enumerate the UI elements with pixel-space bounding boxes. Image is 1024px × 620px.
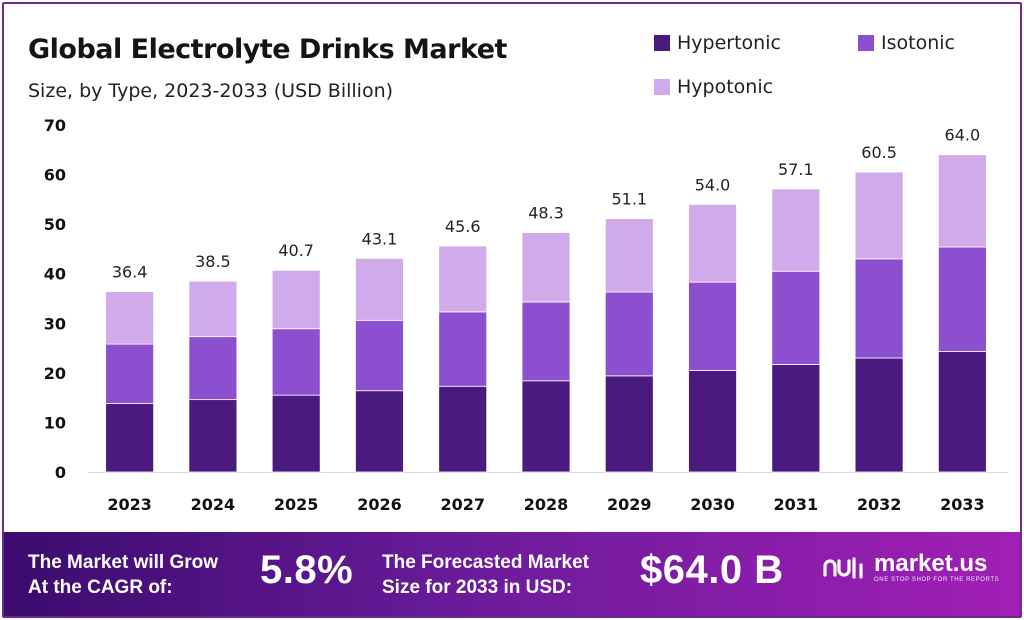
x-tick-label-2028: 2028 xyxy=(524,495,569,514)
logo-name: market.us xyxy=(874,550,988,577)
y-tick-label: 20 xyxy=(44,364,66,383)
legend-item-hypertonic: Hypertonic xyxy=(654,32,781,54)
logo-tagline: ONE STOP SHOP FOR THE REPORTS xyxy=(874,577,1000,583)
bar-total-label-2030: 54.0 xyxy=(695,175,731,194)
bar-segment-isotonic-2026 xyxy=(355,319,404,392)
bar-total-label-2026: 43.1 xyxy=(362,229,398,248)
x-tick-label-2027: 2027 xyxy=(440,495,485,514)
x-tick-label-2030: 2030 xyxy=(690,495,735,514)
bar-segment-hypertonic-2033 xyxy=(937,351,987,473)
x-tick-label-2024: 2024 xyxy=(191,495,236,514)
bar-total-label-2027: 45.6 xyxy=(445,217,481,236)
legend-swatch-hypotonic xyxy=(654,79,670,95)
bar-segment-hypertonic-2025 xyxy=(271,394,321,473)
bar-segment-hypertonic-2030 xyxy=(688,369,737,473)
bar-segment-hypertonic-2023 xyxy=(105,403,155,473)
bar-total-label-2032: 60.5 xyxy=(861,143,897,162)
legend-item-hypotonic: Hypotonic xyxy=(654,76,773,98)
bar-segment-hypotonic-2033 xyxy=(937,154,987,248)
bar-segment-hypotonic-2023 xyxy=(105,291,155,345)
bar-segment-hypotonic-2031 xyxy=(771,188,821,272)
summary-banner: The Market will Grow At the CAGR of: 5.8… xyxy=(4,532,1020,616)
x-tick-label-2023: 2023 xyxy=(107,495,152,514)
bar-segment-hypertonic-2024 xyxy=(188,399,238,473)
bar-segment-hypertonic-2029 xyxy=(604,375,654,473)
cagr-label: The Market will Grow At the CAGR of: xyxy=(28,550,218,600)
bar-segment-hypertonic-2027 xyxy=(438,385,488,473)
y-tick-label: 70 xyxy=(44,116,66,135)
bar-total-label-2024: 38.5 xyxy=(195,252,231,271)
bar-segment-hypertonic-2026 xyxy=(355,390,404,473)
x-tick-label-2032: 2032 xyxy=(857,495,902,514)
bar-total-label-2025: 40.7 xyxy=(278,241,314,260)
bar-segment-isotonic-2024 xyxy=(188,336,238,401)
bar-total-label-2023: 36.4 xyxy=(112,263,148,282)
x-tick-label-2025: 2025 xyxy=(274,495,319,514)
chart-title: Global Electrolyte Drinks Market xyxy=(28,34,507,65)
legend-swatch-isotonic xyxy=(858,35,874,51)
y-tick-label: 60 xyxy=(44,166,66,185)
bar-segment-hypotonic-2027 xyxy=(438,245,488,313)
forecast-value: $64.0 B xyxy=(640,548,784,592)
bar-segment-hypotonic-2026 xyxy=(355,257,404,321)
x-tick-label-2026: 2026 xyxy=(357,495,402,514)
bar-segment-isotonic-2031 xyxy=(771,270,821,365)
legend-label-hypertonic: Hypertonic xyxy=(677,32,781,54)
cagr-label-line2: At the CAGR of: xyxy=(28,577,173,598)
bar-segment-hypertonic-2028 xyxy=(521,380,571,473)
bar-total-label-2031: 57.1 xyxy=(778,160,814,179)
forecast-label: The Forecasted Market Size for 2033 in U… xyxy=(382,550,589,600)
x-tick-label-2029: 2029 xyxy=(607,495,652,514)
bar-segment-hypotonic-2025 xyxy=(271,269,321,330)
bar-segment-hypertonic-2032 xyxy=(854,357,904,473)
bar-segment-isotonic-2023 xyxy=(105,343,155,404)
bar-segment-isotonic-2028 xyxy=(521,301,571,382)
chart-subtitle: Size, by Type, 2023-2033 (USD Billion) xyxy=(28,80,394,102)
bar-segment-hypotonic-2030 xyxy=(688,203,737,283)
bar-segment-hypertonic-2031 xyxy=(771,364,821,473)
bar-segment-hypotonic-2028 xyxy=(521,232,571,303)
y-tick-label: 40 xyxy=(44,265,66,284)
x-tick-label-2033: 2033 xyxy=(940,495,985,514)
forecast-label-line2: Size for 2033 in USD: xyxy=(382,577,573,598)
market-us-logo-icon xyxy=(823,556,863,579)
bar-total-label-2033: 64.0 xyxy=(945,126,981,145)
bar-segment-isotonic-2025 xyxy=(271,328,321,396)
bar-segment-isotonic-2029 xyxy=(604,291,654,377)
bar-segment-isotonic-2032 xyxy=(854,258,904,359)
cagr-label-line1: The Market will Grow xyxy=(28,552,219,573)
bar-segment-hypotonic-2029 xyxy=(604,218,654,293)
y-tick-label: 10 xyxy=(44,413,66,432)
y-tick-label: 50 xyxy=(44,215,66,234)
cagr-value: 5.8% xyxy=(260,548,354,592)
bar-segment-isotonic-2033 xyxy=(937,246,987,352)
legend-swatch-hypertonic xyxy=(654,35,670,51)
bar-segment-hypotonic-2024 xyxy=(188,280,238,338)
bar-total-label-2029: 51.1 xyxy=(611,190,647,209)
bar-segment-hypotonic-2032 xyxy=(854,171,904,260)
forecast-label-line1: The Forecasted Market xyxy=(382,552,589,573)
bar-segment-isotonic-2030 xyxy=(688,281,737,371)
bar-total-label-2028: 48.3 xyxy=(528,204,564,223)
legend-label-hypotonic: Hypotonic xyxy=(677,76,774,98)
x-tick-label-2031: 2031 xyxy=(774,495,819,514)
legend-label-isotonic: Isotonic xyxy=(881,32,955,54)
chart-legend: Hypertonic Isotonic Hypotonic xyxy=(650,32,1010,112)
bar-segment-isotonic-2027 xyxy=(438,311,488,387)
brand-logo: market.us ONE STOP SHOP FOR THE REPORTS xyxy=(822,552,999,583)
stacked-bar-chart: 01020304050607036.4202338.5202440.720254… xyxy=(44,116,1008,514)
y-tick-label: 0 xyxy=(55,463,66,482)
y-tick-label: 30 xyxy=(44,314,66,333)
legend-item-isotonic: Isotonic xyxy=(858,32,955,54)
